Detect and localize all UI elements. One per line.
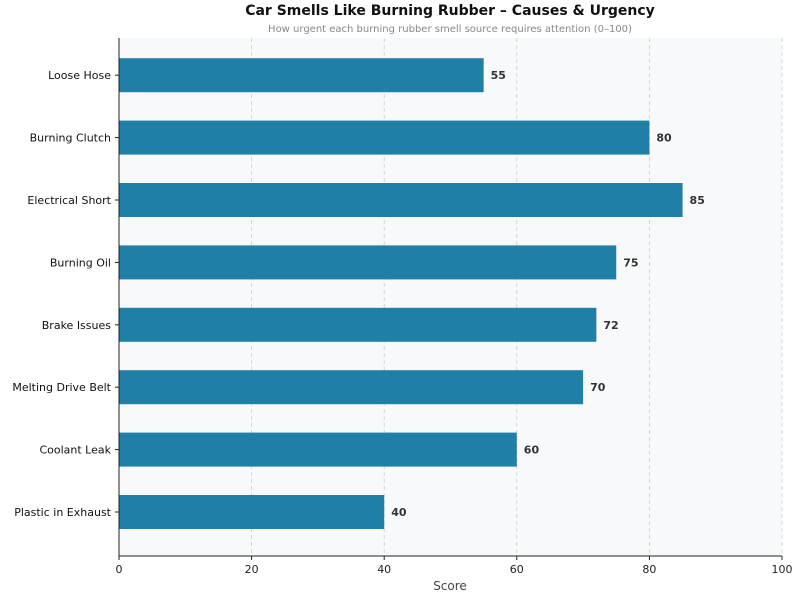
x-tick-label: 100 <box>772 563 793 576</box>
y-tick-label: Electrical Short <box>27 194 111 207</box>
chart-subtitle: How urgent each burning rubber smell sou… <box>268 24 632 35</box>
bar <box>119 370 584 405</box>
bar-value-label: 70 <box>590 381 606 394</box>
x-tick-label: 40 <box>377 563 391 576</box>
plot-area <box>119 38 782 556</box>
bar <box>119 432 517 467</box>
y-tick-label: Coolant Leak <box>39 444 111 457</box>
bar-value-label: 80 <box>656 132 672 145</box>
bar-value-label: 72 <box>603 319 618 332</box>
bar-value-label: 75 <box>623 256 638 269</box>
bar <box>119 183 683 217</box>
y-tick-label: Plastic in Exhaust <box>14 506 111 519</box>
bar <box>119 245 617 280</box>
bar <box>119 58 484 93</box>
y-tick-label: Burning Clutch <box>30 132 111 145</box>
y-tick-label: Melting Drive Belt <box>12 381 111 394</box>
x-tick-label: 0 <box>116 563 123 576</box>
x-axis-label: Score <box>433 579 467 593</box>
chart-title: Car Smells Like Burning Rubber – Causes … <box>245 3 655 19</box>
bar <box>119 120 650 155</box>
x-tick-label: 60 <box>510 563 524 576</box>
bar-value-label: 85 <box>690 194 705 207</box>
x-tick-label: 20 <box>245 563 259 576</box>
y-tick-label: Loose Hose <box>48 69 111 82</box>
y-tick-label: Brake Issues <box>42 319 111 332</box>
bar <box>119 307 597 342</box>
x-tick-label: 80 <box>642 563 656 576</box>
bar-value-label: 40 <box>391 506 407 519</box>
y-tick-label: Burning Oil <box>50 256 111 269</box>
bar <box>119 495 385 529</box>
bar-value-label: 55 <box>491 69 506 82</box>
bar-value-label: 60 <box>524 444 540 457</box>
